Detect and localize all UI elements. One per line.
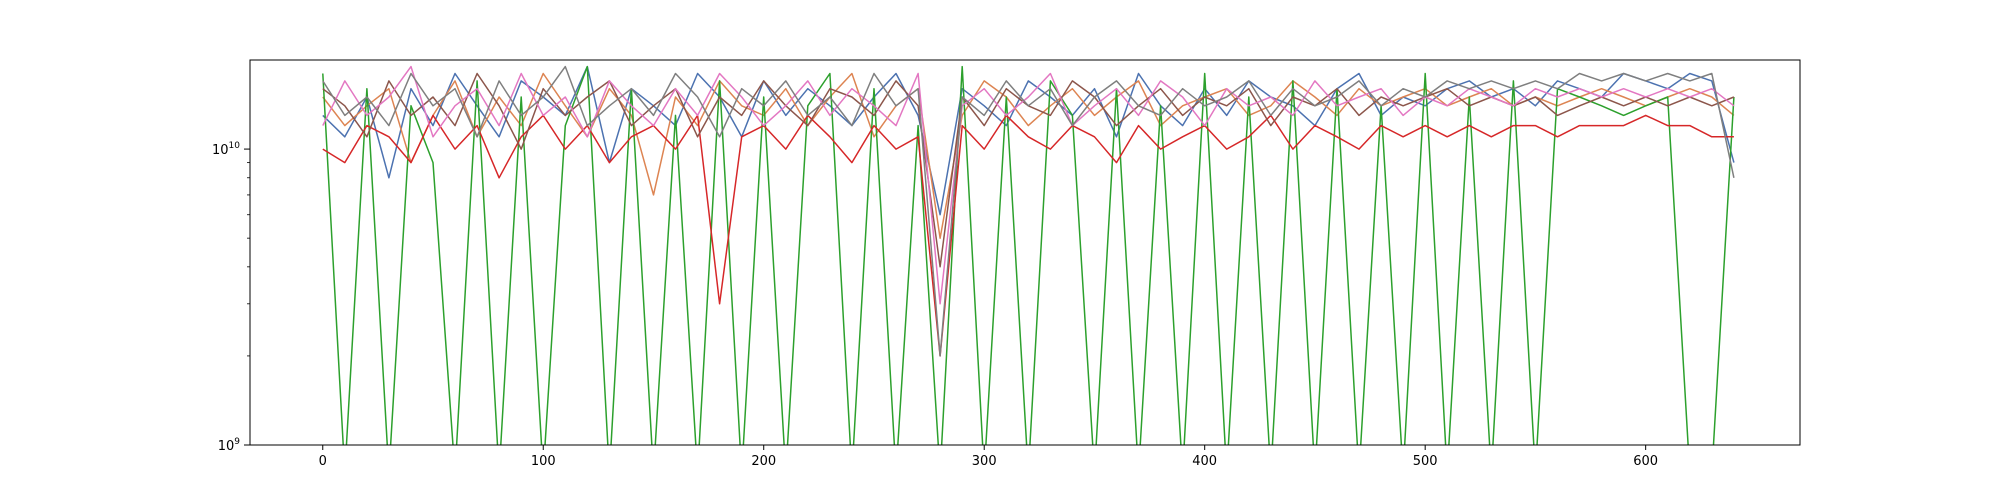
- x-tick-label: 600: [1633, 454, 1658, 469]
- y-tick-label: 1010: [212, 141, 240, 158]
- series-line-7: [322, 65, 1735, 357]
- x-tick-label: 0: [319, 454, 327, 469]
- series-line-3: [322, 65, 1735, 445]
- x-axis: 0 100 200 300 400 500 600: [319, 445, 1658, 469]
- x-tick-label: 200: [751, 454, 776, 469]
- x-tick-label: 400: [1192, 454, 1217, 469]
- x-tick-label: 500: [1413, 454, 1438, 469]
- plot-frame: [249, 59, 1801, 446]
- series-layer: [322, 65, 1735, 445]
- y-tick-label: 109: [218, 437, 241, 454]
- x-tick-label: 300: [972, 454, 997, 469]
- series-line-4: [322, 114, 1734, 357]
- y-axis: 109 1010: [212, 141, 250, 454]
- series-line-6: [322, 65, 1735, 305]
- series-line-2: [322, 72, 1735, 239]
- x-tick-label: 100: [531, 454, 556, 469]
